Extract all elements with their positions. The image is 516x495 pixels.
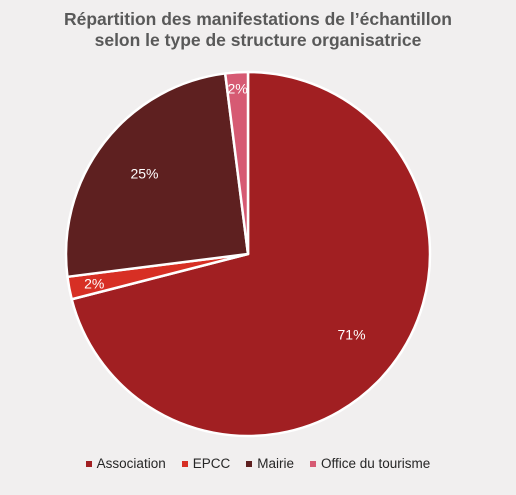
- data-label-epcc: 2%: [84, 275, 104, 291]
- chart-title-line-2: selon le type de structure organisatrice: [94, 30, 422, 50]
- legend-label-association: Association: [96, 456, 166, 471]
- pie-slice-mairie: [64, 72, 250, 279]
- legend-swatch-epcc: [181, 460, 188, 467]
- legend-swatch-mairie: [246, 460, 253, 467]
- legend-item-epcc: EPCC: [181, 456, 231, 471]
- pie-slice-association: [70, 70, 432, 438]
- data-label-office-du-tourisme: 2%: [227, 81, 247, 97]
- legend-item-mairie: Mairie: [246, 456, 294, 471]
- data-label-mairie: 25%: [130, 166, 158, 182]
- legend-swatch-association: [85, 460, 92, 467]
- legend-item-office-du-tourisme: Office du tourisme: [310, 456, 430, 471]
- legend-label-epcc: EPCC: [192, 456, 231, 471]
- legend-label-mairie: Mairie: [257, 456, 294, 471]
- legend-item-association: Association: [85, 456, 166, 471]
- data-label-association: 71%: [338, 326, 366, 342]
- legend-swatch-office-du-tourisme: [310, 460, 316, 467]
- chart-title: Répartition des manifestations de l’écha…: [0, 9, 516, 51]
- chart-title-line-1: Répartition des manifestations de l’écha…: [64, 9, 452, 29]
- pie-slice-office-du-tourisme: [223, 70, 250, 256]
- chart-legend: Association EPCC Mairie Office du touris…: [0, 456, 516, 471]
- legend-label-office-du-tourisme: Office du tourisme: [321, 456, 431, 471]
